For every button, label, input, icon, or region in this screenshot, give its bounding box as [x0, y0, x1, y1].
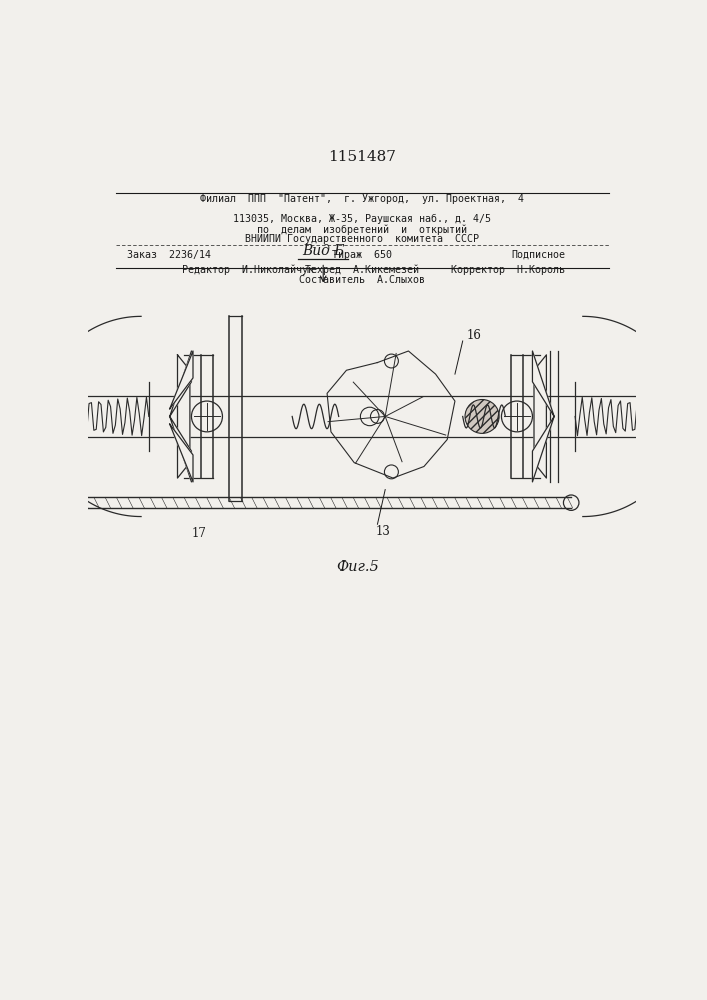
- Text: 1151487: 1151487: [328, 150, 396, 164]
- Text: 17: 17: [192, 527, 206, 540]
- Polygon shape: [170, 416, 192, 482]
- Text: ВНИИПИ Государственного  комитета  СССР: ВНИИПИ Государственного комитета СССР: [245, 234, 479, 244]
- Text: Составитель  А.Слыхов: Составитель А.Слыхов: [299, 275, 426, 285]
- Polygon shape: [532, 416, 554, 482]
- Text: Корректор  Н.Король: Корректор Н.Король: [451, 265, 565, 275]
- Text: Техред  А.Кикемезей: Техред А.Кикемезей: [305, 265, 419, 275]
- Text: Фиг.5: Фиг.5: [337, 560, 380, 574]
- Polygon shape: [170, 351, 193, 409]
- Polygon shape: [177, 355, 190, 478]
- Polygon shape: [534, 355, 547, 478]
- Circle shape: [465, 400, 499, 433]
- Text: 113035, Москва, Ж-35, Раушская наб., д. 4/5: 113035, Москва, Ж-35, Раушская наб., д. …: [233, 214, 491, 224]
- Polygon shape: [532, 351, 554, 416]
- Text: Вид Б: Вид Б: [302, 244, 344, 258]
- Text: по  делам  изобретений  и  открытий: по делам изобретений и открытий: [257, 224, 467, 235]
- Text: Тираж  650: Тираж 650: [332, 250, 392, 260]
- Text: 16: 16: [467, 329, 481, 342]
- Text: 13: 13: [376, 525, 391, 538]
- Text: Редактор  И.Николайчук: Редактор И.Николайчук: [182, 265, 313, 275]
- Polygon shape: [170, 424, 193, 482]
- Text: Филиал  ППП  "Патент",  г. Ужгород,  ул. Проектная,  4: Филиал ППП "Патент", г. Ужгород, ул. Про…: [200, 194, 525, 204]
- Polygon shape: [170, 351, 192, 416]
- Text: Заказ  2236/14: Заказ 2236/14: [127, 250, 211, 260]
- Text: Подписное: Подписное: [511, 250, 565, 260]
